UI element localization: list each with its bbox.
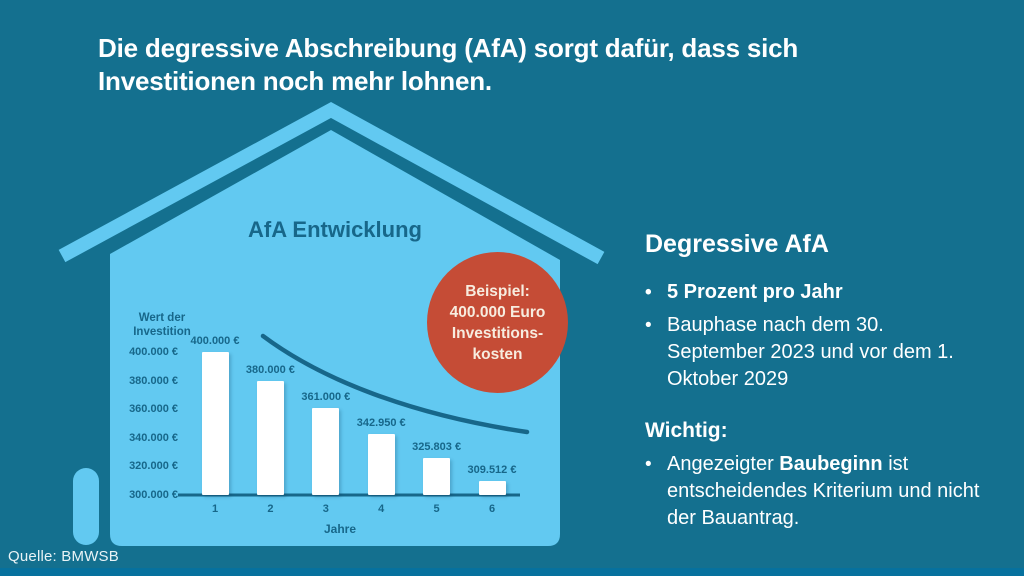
- badge-line: kosten: [472, 345, 523, 363]
- badge-line: 400.000 Euro: [449, 303, 546, 321]
- bullet-icon: •: [645, 282, 652, 303]
- list-item: • Angezeigter Baubeginn ist entscheidend…: [645, 451, 985, 532]
- chart-bar: [312, 407, 340, 495]
- wichtig-section: Wichtig: • Angezeigter Baubeginn ist ent…: [645, 419, 985, 532]
- y-tick-label: 380.000 €: [129, 374, 178, 387]
- chart-bar: [423, 458, 451, 495]
- chart-title: AfA Entwicklung: [248, 217, 422, 242]
- badge-line: Beispiel:: [465, 282, 530, 300]
- x-tick-label: 6: [488, 503, 496, 515]
- info-panel-heading: Degressive AfA: [645, 230, 829, 258]
- x-tick-label: 5: [433, 503, 440, 515]
- bullet-text-percent: 5 Prozent pro Jahr: [667, 281, 843, 303]
- chart-bar: [367, 433, 395, 495]
- source-credit: Quelle: BMWSB: [8, 548, 119, 565]
- wichtig-prefix: Angezeigter: [667, 453, 780, 475]
- bullet-text-baubeginn: Angezeigter Baubeginn ist entscheidendes…: [667, 451, 985, 532]
- list-item: • Bauphase nach dem 30. September 2023 u…: [645, 312, 985, 393]
- wichtig-bold-term: Baubeginn: [779, 453, 883, 475]
- wichtig-heading: Wichtig:: [645, 419, 728, 442]
- bullet-icon: •: [645, 315, 652, 336]
- trend-curve: [260, 333, 530, 435]
- bullet-icon: •: [645, 454, 652, 475]
- page-title: Die degressive Abschreibung (AfA) sorgt …: [98, 32, 858, 98]
- y-tick-label: 340.000 €: [129, 431, 178, 444]
- page-title-line1: Die degressive Abschreibung (AfA) sorgt …: [98, 33, 799, 63]
- bar-value-label: 342.950 €: [356, 416, 406, 429]
- bottom-accent-strip: [0, 568, 1024, 576]
- chart-bar: [201, 352, 229, 495]
- house-door-shape: [73, 468, 99, 545]
- bar-value-label: 361.000 €: [301, 390, 351, 403]
- wichtig-suffix: ist entscheidendes Kriterium und nicht d…: [667, 453, 980, 529]
- x-tick-label: 1: [211, 503, 219, 515]
- bar-value-label: 309.512 €: [467, 464, 517, 477]
- list-item: • 5 Prozent pro Jahr: [645, 279, 985, 306]
- bar-value-label: 380.000 €: [245, 363, 295, 376]
- y-tick-label: 400.000 €: [129, 346, 178, 358]
- chart-bar: [478, 481, 506, 495]
- y-tick-label: 320.000 €: [129, 460, 178, 473]
- house-roof-shape: [58, 102, 605, 265]
- x-tick-label: 4: [378, 503, 385, 515]
- bar-value-label: 325.803 €: [412, 441, 462, 454]
- y-tick-label: 360.000 €: [129, 403, 178, 416]
- y-tick-label: 300.000 €: [129, 489, 178, 501]
- x-tick-label: 2: [267, 503, 274, 515]
- page-title-line2: Investitionen noch mehr lohnen.: [98, 66, 492, 96]
- x-tick-label: 3: [322, 503, 329, 515]
- badge-line: Investitions-: [451, 324, 544, 342]
- chart-bar: [256, 380, 284, 495]
- example-badge: Beispiel: 400.000 Euro Investitions- kos…: [427, 252, 568, 393]
- chart-x-axis-label: Jahre: [323, 522, 357, 536]
- bullet-text-bauphase: Bauphase nach dem 30. September 2023 und…: [667, 314, 954, 390]
- info-panel: Degressive AfA • 5 Prozent pro Jahr • Ba…: [645, 230, 985, 538]
- bar-value-label: 400.000 €: [190, 335, 240, 347]
- chart-y-axis-label: Wert der Investition: [133, 312, 191, 338]
